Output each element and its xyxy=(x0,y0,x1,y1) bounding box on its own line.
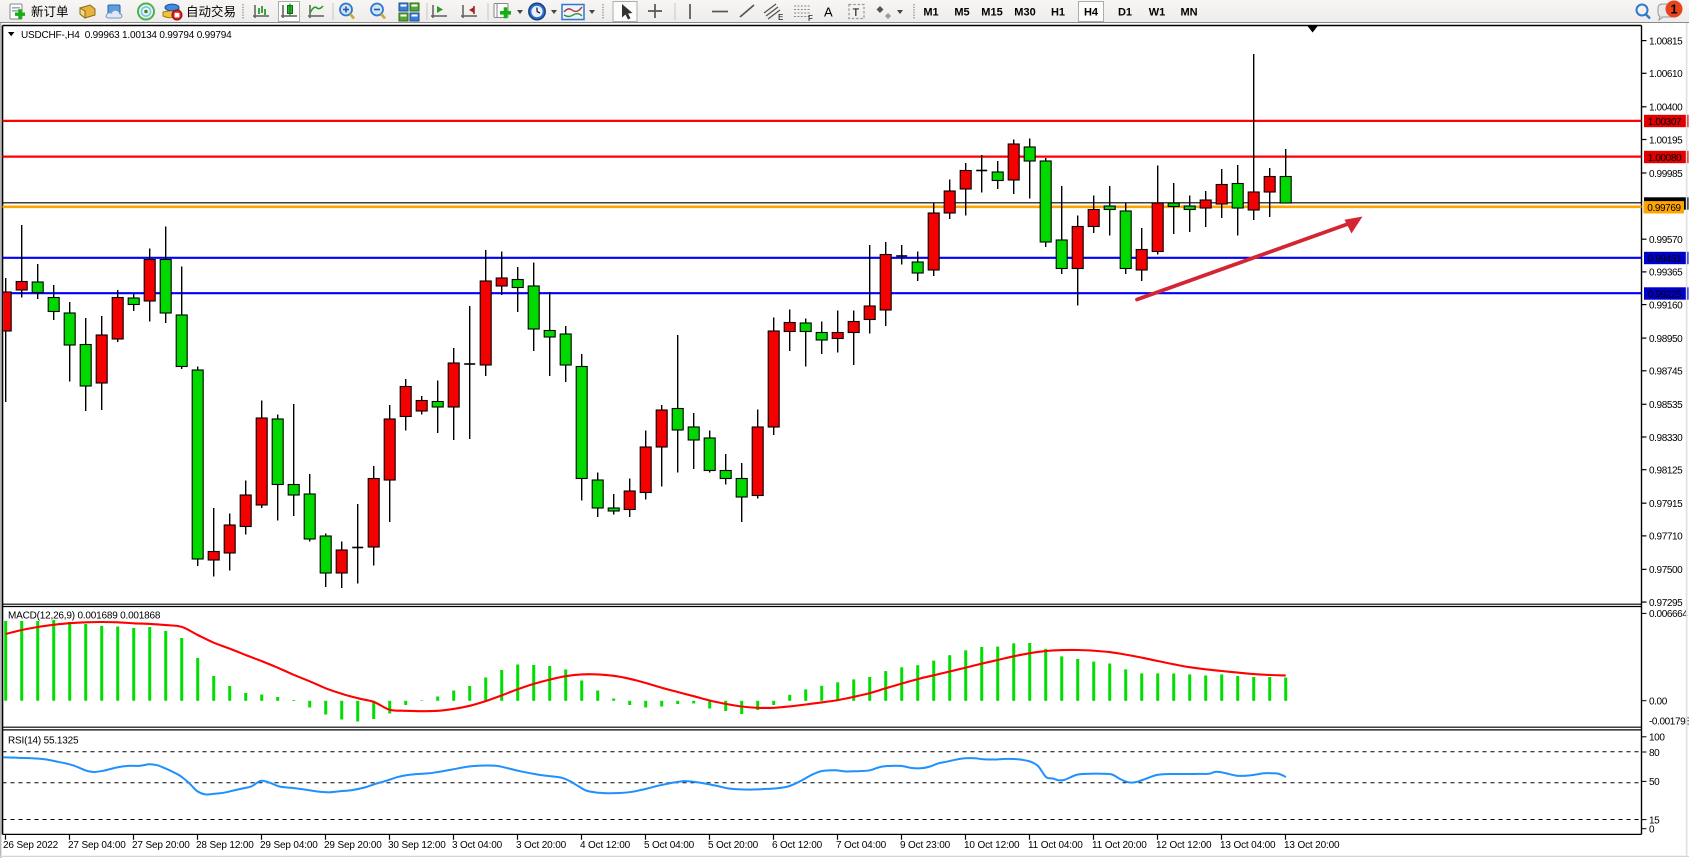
svg-text:12 Oct 12:00: 12 Oct 12:00 xyxy=(1156,840,1212,851)
svg-text:9 Oct 23:00: 9 Oct 23:00 xyxy=(900,840,951,851)
svg-text:RSI(14) 55.1325: RSI(14) 55.1325 xyxy=(8,736,79,747)
svg-text:M1: M1 xyxy=(923,7,938,19)
svg-text:29 Sep 20:00: 29 Sep 20:00 xyxy=(324,840,382,851)
svg-text:0.97915: 0.97915 xyxy=(1649,499,1683,510)
svg-text:4 Oct 12:00: 4 Oct 12:00 xyxy=(580,840,631,851)
svg-text:11 Oct 20:00: 11 Oct 20:00 xyxy=(1092,840,1147,851)
svg-text:10 Oct 12:00: 10 Oct 12:00 xyxy=(964,840,1020,851)
svg-text:28 Sep 12:00: 28 Sep 12:00 xyxy=(196,840,254,851)
svg-text:0.98745: 0.98745 xyxy=(1649,367,1683,378)
svg-text:27 Sep 04:00: 27 Sep 04:00 xyxy=(68,840,126,851)
svg-text:0.99570: 0.99570 xyxy=(1649,235,1683,246)
svg-text:0.98125: 0.98125 xyxy=(1649,465,1683,476)
svg-text:0.99225: 0.99225 xyxy=(1648,289,1682,300)
svg-text:1.00307: 1.00307 xyxy=(1648,117,1682,128)
svg-text:100: 100 xyxy=(1649,733,1665,744)
svg-text:M30: M30 xyxy=(1014,7,1035,19)
svg-text:M5: M5 xyxy=(954,7,969,19)
svg-text:E: E xyxy=(778,13,783,22)
svg-text:D1: D1 xyxy=(1118,7,1132,19)
svg-text:11 Oct 04:00: 11 Oct 04:00 xyxy=(1028,840,1083,851)
svg-text:M15: M15 xyxy=(981,7,1002,19)
svg-text:H1: H1 xyxy=(1051,7,1065,19)
svg-text:29 Sep 04:00: 29 Sep 04:00 xyxy=(260,840,318,851)
svg-text:30 Sep 12:00: 30 Sep 12:00 xyxy=(388,840,446,851)
svg-text:6 Oct 12:00: 6 Oct 12:00 xyxy=(772,840,823,851)
svg-text:0: 0 xyxy=(1649,825,1655,836)
svg-text:50: 50 xyxy=(1649,777,1660,788)
svg-text:27 Sep 20:00: 27 Sep 20:00 xyxy=(132,840,190,851)
svg-text:80: 80 xyxy=(1649,748,1660,759)
svg-text:0.97295: 0.97295 xyxy=(1649,598,1683,609)
svg-text:-0.001798: -0.001798 xyxy=(1649,716,1689,727)
svg-text:A: A xyxy=(824,5,833,20)
svg-text:15: 15 xyxy=(1649,815,1660,826)
svg-text:新订单: 新订单 xyxy=(31,4,69,19)
svg-text:7 Oct 04:00: 7 Oct 04:00 xyxy=(836,840,887,851)
svg-text:T: T xyxy=(853,7,860,19)
svg-text:13 Oct 20:00: 13 Oct 20:00 xyxy=(1284,840,1340,851)
svg-text:3 Oct 04:00: 3 Oct 04:00 xyxy=(452,840,503,851)
svg-text:0.00: 0.00 xyxy=(1649,697,1668,708)
svg-text:W1: W1 xyxy=(1149,7,1166,19)
svg-text:0.006664: 0.006664 xyxy=(1649,609,1688,620)
svg-text:0.98535: 0.98535 xyxy=(1649,400,1683,411)
svg-text:0.99451: 0.99451 xyxy=(1648,254,1682,265)
svg-text:MACD(12,26,9) 0.001689 0.00186: MACD(12,26,9) 0.001689 0.001868 xyxy=(8,611,161,622)
svg-text:1.00610: 1.00610 xyxy=(1649,69,1683,80)
svg-text:0.99769: 0.99769 xyxy=(1647,203,1681,214)
svg-text:0.97500: 0.97500 xyxy=(1649,565,1683,576)
svg-text:1.00195: 1.00195 xyxy=(1649,135,1683,146)
svg-text:3 Oct 20:00: 3 Oct 20:00 xyxy=(516,840,567,851)
svg-text:0.97710: 0.97710 xyxy=(1649,532,1683,543)
svg-text:1.00400: 1.00400 xyxy=(1649,103,1683,114)
svg-text:26 Sep 2022: 26 Sep 2022 xyxy=(3,840,59,851)
svg-text:0.98950: 0.98950 xyxy=(1649,334,1683,345)
svg-text:0.99365: 0.99365 xyxy=(1649,268,1683,279)
svg-text:13 Oct 04:00: 13 Oct 04:00 xyxy=(1220,840,1276,851)
svg-text:MN: MN xyxy=(1180,7,1197,19)
svg-text:USDCHF-,H4 0.99963 1.00134 0.: USDCHF-,H4 0.99963 1.00134 0.99794 0.997… xyxy=(21,30,232,41)
svg-text:F: F xyxy=(808,14,813,23)
svg-text:1.00815: 1.00815 xyxy=(1649,36,1683,47)
svg-text:0.99160: 0.99160 xyxy=(1649,300,1683,311)
svg-text:0.98330: 0.98330 xyxy=(1649,433,1683,444)
svg-text:1.00080: 1.00080 xyxy=(1648,153,1682,164)
svg-text:1: 1 xyxy=(1671,3,1678,17)
svg-text:5 Oct 04:00: 5 Oct 04:00 xyxy=(644,840,695,851)
svg-text:5 Oct 20:00: 5 Oct 20:00 xyxy=(708,840,759,851)
svg-text:自动交易: 自动交易 xyxy=(186,4,236,19)
svg-text:0.99985: 0.99985 xyxy=(1649,169,1683,180)
svg-text:H4: H4 xyxy=(1084,7,1099,19)
